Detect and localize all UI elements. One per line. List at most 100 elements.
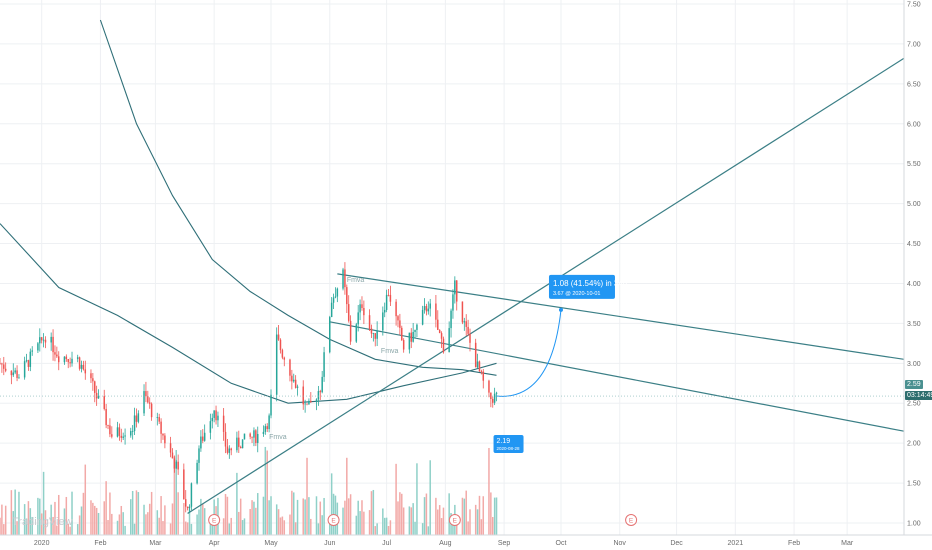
candle-body	[461, 301, 464, 323]
candle-body	[395, 301, 397, 317]
price-tick-label: 5.00	[907, 201, 921, 208]
price-tick-label: 2.00	[907, 441, 921, 448]
earnings-marker-label: E	[453, 518, 458, 525]
candle-body	[293, 379, 295, 382]
candle-body	[421, 309, 424, 325]
candle-body	[177, 461, 179, 470]
candle-body	[162, 433, 164, 436]
price-tick-label: 7.00	[907, 41, 921, 48]
candle-body	[452, 294, 454, 311]
earnings-marker[interactable]	[625, 514, 638, 526]
candle-body	[3, 364, 5, 369]
volume-bar	[306, 457, 308, 535]
time-tick-label: Feb	[788, 540, 800, 547]
volume-bar	[198, 509, 200, 535]
volume-bar	[226, 496, 229, 535]
candle-body	[111, 434, 113, 437]
candle-body	[491, 399, 494, 403]
candle-body	[463, 321, 466, 323]
candle-body	[54, 352, 56, 355]
candle-body	[131, 431, 134, 432]
volume-bar	[262, 496, 265, 535]
volume-bar	[122, 512, 124, 535]
candle-body	[12, 372, 15, 376]
candle-body	[23, 361, 26, 378]
volume-bar	[169, 523, 172, 535]
volume-bar	[474, 504, 477, 535]
candle-body	[1, 363, 3, 365]
volume-bar	[40, 513, 43, 535]
candle-body	[374, 333, 376, 339]
volume-bar	[84, 464, 87, 535]
candle-body	[442, 338, 445, 353]
candle-body	[410, 332, 413, 342]
volume-bar	[131, 490, 134, 535]
candle-body	[10, 370, 13, 376]
volume-bar	[173, 456, 176, 535]
candle-body	[283, 357, 286, 360]
volume-bar	[376, 523, 378, 535]
volume-bar	[202, 503, 204, 535]
volume-bar	[211, 524, 214, 535]
candle-body	[294, 379, 297, 388]
volume-bar	[158, 517, 160, 535]
time-tick-label: Jun	[324, 540, 335, 547]
candle-body	[78, 357, 81, 369]
candle-body	[76, 357, 79, 359]
candle-body	[478, 361, 481, 372]
candle-body	[67, 359, 69, 363]
trendline[interactable]	[337, 273, 905, 360]
volume-bar	[387, 525, 390, 535]
candle-body	[109, 425, 111, 435]
volume-bar	[469, 509, 471, 535]
volume-bar	[478, 495, 481, 535]
volume-bar	[385, 517, 388, 535]
time-tick-label: Mar	[841, 540, 854, 547]
trendlines[interactable]	[187, 57, 905, 514]
volume-bar	[124, 525, 126, 535]
price-tick-label: 2.50	[907, 401, 921, 408]
volume-bar	[270, 496, 272, 535]
candle-body	[346, 287, 348, 305]
volume-bar	[277, 509, 280, 535]
volume-bar	[372, 489, 375, 535]
volume-bar	[308, 497, 310, 535]
candle-body	[323, 352, 325, 377]
volume-bar	[190, 523, 193, 535]
volume-bar	[78, 515, 81, 535]
volume-bar	[4, 505, 7, 535]
candle-body	[493, 393, 496, 403]
volume-bar	[238, 511, 240, 535]
earnings-marker[interactable]	[208, 514, 221, 526]
pattern-label: Fmva	[347, 277, 365, 284]
candle-body	[385, 294, 388, 310]
time-tick-label: Feb	[94, 540, 106, 547]
volume-bar	[67, 523, 69, 535]
candle-body	[437, 319, 439, 330]
time-tick-label: Jul	[382, 540, 391, 547]
candle-body	[120, 435, 123, 438]
volume-bar	[76, 524, 79, 535]
candle-body	[448, 328, 450, 353]
candle-body	[397, 316, 399, 321]
candle-body	[80, 364, 83, 369]
candle-body	[196, 462, 198, 484]
price-tick-label: 3.00	[907, 361, 921, 368]
candle-body	[107, 425, 109, 426]
candle-body	[389, 294, 392, 302]
candle-body	[228, 448, 231, 453]
volume-bar	[349, 494, 352, 535]
volume-bar	[82, 492, 85, 535]
trendline[interactable]	[329, 321, 905, 432]
earnings-marker[interactable]	[327, 514, 340, 526]
time-tick-label: Apr	[209, 540, 221, 547]
volume-bar	[429, 460, 431, 535]
earnings-marker[interactable]	[448, 514, 461, 526]
price-tick-label: 4.00	[907, 281, 921, 288]
candle-body	[25, 360, 28, 362]
volume-bar	[44, 510, 47, 535]
volume-bar	[291, 490, 293, 535]
volume-bar	[1, 504, 3, 535]
trendline[interactable]	[187, 57, 905, 514]
